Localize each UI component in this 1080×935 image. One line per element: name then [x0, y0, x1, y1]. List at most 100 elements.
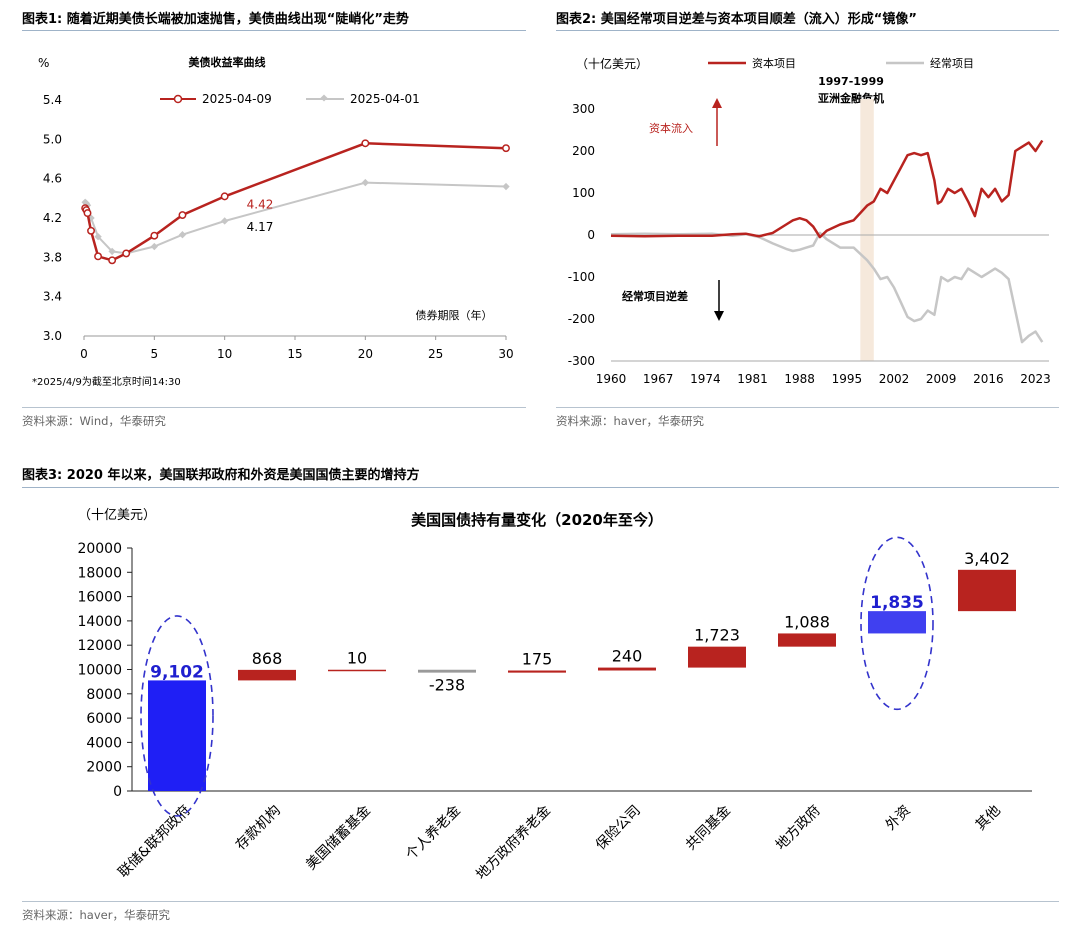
figure3-chart: 美国国债持有量变化（2020年至今） （十亿美元） 20000 18000 1600… [77, 508, 1032, 884]
waterfall-value-label: 10 [347, 649, 367, 668]
waterfall-category-label: 美国储蓄基金 [302, 802, 373, 873]
series-2025-04-09-point [83, 209, 92, 218]
figure3-y-unit: （十亿美元） [78, 508, 156, 523]
figure1-x-tick-label: 25 [428, 347, 443, 361]
series-2025-04-01-point [94, 233, 102, 241]
highlight-foreign-ellipse [860, 536, 934, 711]
asian-crisis-band [860, 99, 874, 361]
waterfall-category-label: 联储&联邦政府 [115, 803, 193, 881]
legend1-label: 2025-04-09 [202, 92, 272, 106]
series-2025-04-01-line [84, 181, 507, 255]
figure3-bottom-rule [22, 901, 1059, 902]
waterfall-category-label: 其他 [973, 803, 1004, 834]
waterfall-category-label: 个人养老金 [403, 803, 464, 864]
up-arrow-icon [712, 98, 722, 108]
figure1-y-tick-label: 3.4 [43, 290, 62, 304]
series-2025-04-09-point [502, 144, 510, 153]
figure2-x-tick-label: 2002 [879, 372, 910, 386]
figure2-y-tick-label: -200 [568, 312, 595, 326]
series-2025-04-09-point [122, 249, 131, 258]
waterfall-bar [148, 680, 206, 791]
waterfall-value-label: -238 [429, 676, 465, 695]
current-deficit-label: 经常项目逆差 [622, 289, 688, 303]
waterfall-category-label: 存款机构 [233, 803, 284, 854]
waterfall-bar [598, 667, 656, 671]
figure1-x-tick-label: 0 [80, 347, 88, 361]
figure1-bottom-rule [22, 407, 526, 408]
figure3-y-tick-label: 14000 [77, 614, 122, 630]
figure1-x-tick-label: 10 [217, 347, 232, 361]
series-2025-04-09-point [87, 226, 95, 235]
figure2-top-rule [556, 30, 1059, 31]
figure2-source: 资料来源：haver，华泰研究 [556, 414, 704, 428]
figure2-x-tick-label: 2016 [973, 372, 1004, 386]
waterfall-value-label: 175 [522, 650, 553, 669]
series-2025-04-01-point [361, 178, 370, 187]
waterfall-category-label: 外资 [883, 803, 914, 834]
figure1-x-tick-label: 15 [287, 347, 302, 361]
waterfall-bar [778, 633, 836, 647]
series-2025-04-01-point [502, 182, 510, 191]
series-2025-04-01-point [220, 217, 229, 225]
annotation-4-17: 4.17 [247, 220, 274, 234]
figure2-x-tick-label: 1967 [643, 372, 674, 386]
figure2-x-tick-label: 1974 [690, 372, 721, 386]
figure1-y-tick-label: 4.6 [43, 172, 62, 186]
series-2025-04-09-point [178, 211, 187, 220]
legend-current-label: 经常项目 [930, 57, 974, 70]
figure3-y-tick-label: 20000 [77, 541, 122, 557]
figure1-x-tick-label: 30 [498, 347, 513, 361]
series-2025-04-09-point [108, 256, 117, 265]
figure1-y-tick-label: 5.4 [43, 93, 62, 107]
figure3-y-tick-label: 6000 [86, 711, 122, 727]
waterfall-bar [868, 611, 926, 634]
figure3-chart-title: 美国国债持有量变化（2020年至今） [411, 511, 663, 529]
figure2-x-tick-label: 2009 [926, 372, 957, 386]
highlight-fed-ellipse [140, 615, 214, 817]
series-2025-04-01-point [108, 247, 116, 256]
waterfall-value-label: 868 [252, 649, 283, 668]
figure2-x-tick-label: 1981 [737, 372, 768, 386]
figure1-chart-title: 美债收益率曲线 [189, 55, 266, 69]
figure1-footnote: *2025/4/9为截至北京时间14:30 [32, 375, 181, 388]
figure2-y-tick-label: -100 [568, 270, 595, 284]
figure2-x-tick-label: 1960 [596, 372, 627, 386]
figure2-chart: （十亿美元） 资本项目 经常项目 1997-1999 亚洲金融危机 资本流入 经… [568, 56, 1051, 386]
figure3-y-tick-label: 4000 [86, 735, 122, 751]
crisis-label-years: 1997-1999 [818, 75, 884, 88]
figure3-y-tick-label: 12000 [77, 638, 122, 654]
waterfall-category-label: 共同基金 [682, 802, 734, 854]
series-2025-04-09-point [220, 192, 229, 201]
waterfall-value-label: 1,088 [784, 612, 830, 631]
waterfall-value-label: 1,835 [870, 593, 924, 613]
figure2-x-tick-label: 1988 [784, 372, 815, 386]
figure3-y-tick-label: 10000 [77, 663, 122, 679]
figure2-heading: 图表2: 美国经常项目逆差与资本项目顺差（流入）形成“镜像” [556, 12, 917, 27]
waterfall-category-label: 地方政府养老金 [473, 803, 554, 884]
legend2-label: 2025-04-01 [350, 92, 420, 106]
figure2-y-tick-label: 0 [587, 228, 595, 242]
waterfall-category-label: 地方政府 [773, 803, 824, 854]
figure1-chart: 美债收益率曲线 % 2025-04-09 2025-04-01 3.0 3.4 3.… [32, 55, 514, 388]
figure1-x-tick-label: 5 [151, 347, 159, 361]
legend-capital-label: 资本项目 [752, 56, 796, 70]
waterfall-bar [418, 669, 476, 673]
figure1-y-tick-label: 3.8 [43, 250, 62, 264]
capital-account-line [610, 139, 1044, 239]
figure3-y-tick-label: 16000 [77, 590, 122, 606]
figure2-y-unit: （十亿美元） [576, 56, 648, 71]
annotation-4-42: 4.42 [247, 197, 274, 211]
legend2-marker [320, 94, 328, 102]
figure2-x-tick-label: 2023 [1020, 372, 1051, 386]
figure2-y-tick-label: 200 [572, 144, 595, 158]
figure3-top-rule [22, 487, 1059, 488]
figure3-y-tick-label: 18000 [77, 565, 122, 581]
crisis-label-name: 亚洲金融危机 [818, 91, 884, 105]
figure2-y-tick-label: -300 [568, 354, 595, 368]
figure1-y-tick-label: 4.2 [43, 211, 62, 225]
series-2025-04-09-point [150, 231, 159, 240]
figure1-x-tick-label: 20 [358, 347, 373, 361]
legend1-marker [173, 94, 183, 104]
figure3-y-tick-label: 2000 [86, 760, 122, 776]
figure1-y-tick-label: 5.0 [43, 132, 62, 146]
